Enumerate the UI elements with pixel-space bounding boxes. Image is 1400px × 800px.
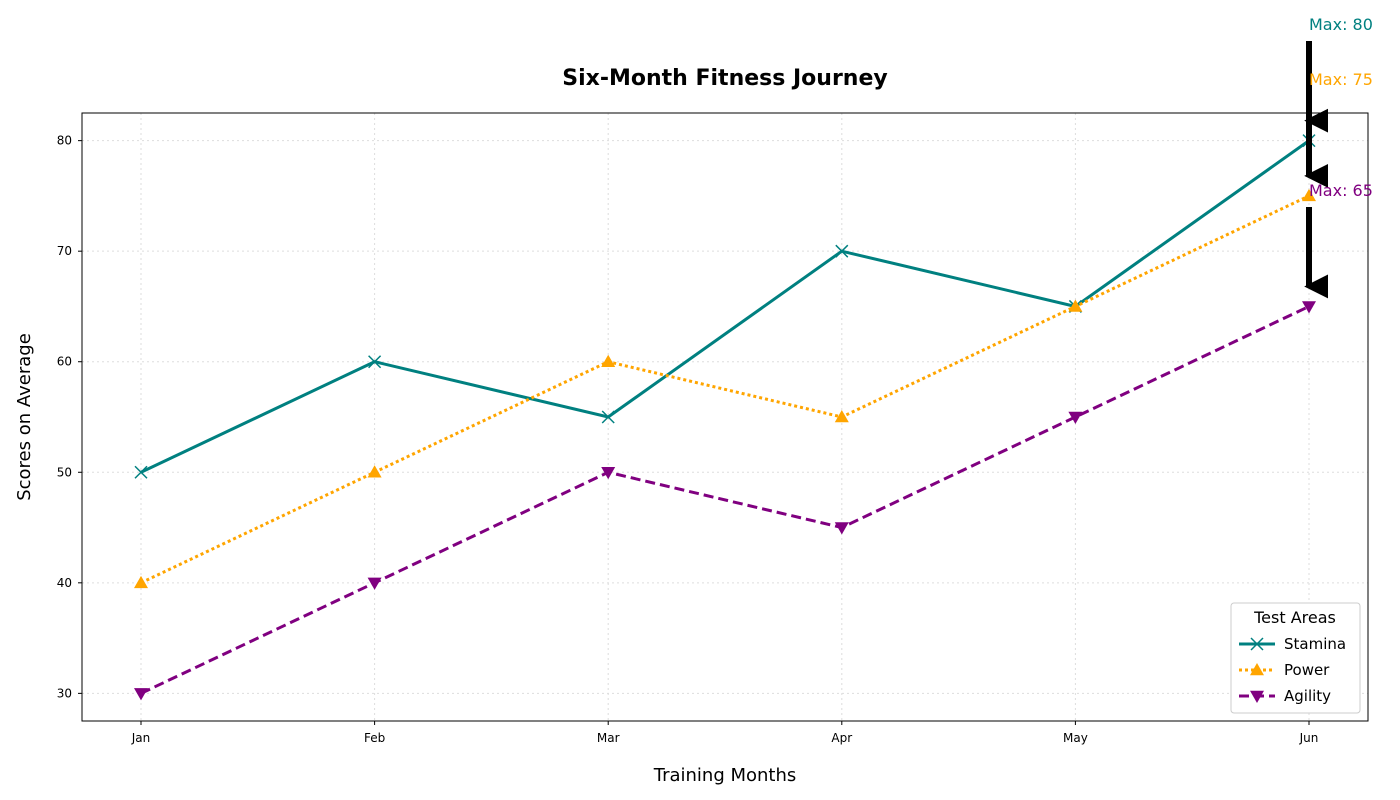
data-point-power (1068, 299, 1083, 312)
data-point-stamina (601, 410, 615, 424)
x-tick-label: Apr (831, 731, 852, 745)
plot-area-frame (81, 112, 1369, 722)
legend-label-stamina: Stamina (1284, 635, 1346, 653)
y-tick-label: 70 (57, 244, 72, 258)
legend: Test Areas Stamina Power Agility (1230, 602, 1361, 714)
y-tick-label: 60 (57, 355, 72, 369)
data-point-power (834, 410, 849, 423)
legend-marker-stamina (1250, 637, 1264, 651)
series-agility (134, 301, 1316, 701)
data-point-agility (601, 467, 616, 480)
series-group (134, 134, 1316, 701)
y-axis-label: Scores on Average (14, 333, 35, 501)
data-point-stamina (368, 355, 382, 369)
y-tick-label: 40 (57, 576, 72, 590)
legend-title: Test Areas (1253, 608, 1336, 627)
data-point-agility (1302, 301, 1316, 314)
x-tick-label: Jun (1299, 731, 1319, 745)
legend-label-agility: Agility (1284, 687, 1331, 705)
y-tick-label: 80 (57, 134, 72, 148)
data-point-power (367, 465, 382, 478)
annotation-label: Max: 75 (1309, 70, 1373, 89)
series-line-stamina (140, 139, 1310, 474)
series-line-agility (140, 305, 1310, 695)
data-point-stamina (835, 244, 849, 258)
series-line-power (140, 194, 1310, 585)
chart-title: Six-Month Fitness Journey (562, 66, 887, 91)
data-point-agility (834, 522, 849, 535)
x-tick-label: Jan (131, 731, 151, 745)
x-tick-label: May (1063, 731, 1088, 745)
data-point-agility (367, 577, 382, 590)
data-point-agility (134, 688, 148, 701)
x-tick-label: Feb (364, 731, 385, 745)
series-stamina (134, 134, 1316, 479)
legend-label-power: Power (1284, 661, 1330, 679)
y-tick-label: 50 (57, 465, 72, 479)
data-point-stamina (134, 465, 148, 479)
annotation-label: Max: 80 (1309, 15, 1373, 34)
x-axis-label: Training Months (653, 765, 797, 786)
series-power (134, 188, 1316, 589)
data-point-power (1302, 188, 1316, 202)
data-point-agility (1068, 411, 1083, 424)
axis-ticks: 30 40 50 60 70 80 Jan Feb Mar Apr May Jun (57, 134, 1319, 745)
grid (82, 113, 1368, 721)
legend-box (1230, 602, 1361, 714)
annotation-label: Max: 65 (1309, 181, 1373, 200)
legend-marker-power (1250, 663, 1264, 676)
x-tick-label: Mar (597, 731, 620, 745)
y-tick-label: 30 (57, 686, 72, 700)
legend-marker-agility (1250, 690, 1264, 703)
annotations: Max: 80 Max: 75 Max: 65 (1304, 15, 1373, 299)
data-point-power (134, 575, 148, 589)
data-point-power (601, 354, 616, 367)
